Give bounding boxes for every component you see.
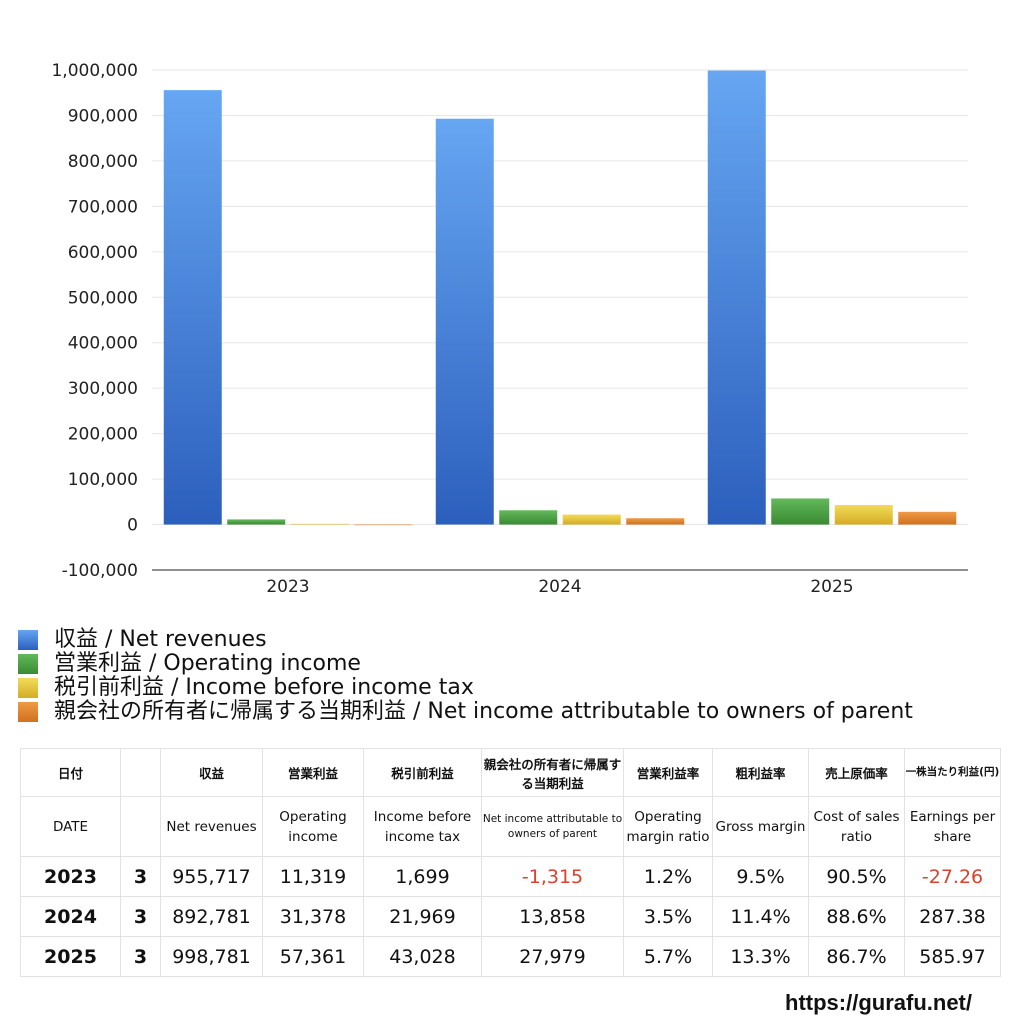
cell-pretax: 21,969 bbox=[363, 896, 482, 937]
bar-2025-series-3 bbox=[898, 511, 957, 525]
y-tick-label: 0 bbox=[127, 516, 138, 536]
header-cost-ja: 売上原価率 bbox=[808, 748, 905, 797]
bar-2025-series-1 bbox=[771, 498, 830, 525]
table-row: 2025 3 998,781 57,361 43,028 27,979 5.7%… bbox=[20, 936, 1001, 977]
legend-swatch bbox=[18, 630, 38, 650]
cell-net: 27,979 bbox=[481, 936, 624, 977]
y-tick-label: 200,000 bbox=[68, 425, 138, 445]
header-net-en: Net income attributable to owners of par… bbox=[481, 796, 624, 857]
cell-cost: 90.5% bbox=[808, 856, 905, 897]
legend-item-net-income: 親会社の所有者に帰属する当期利益 / Net income attributab… bbox=[18, 700, 913, 724]
header-spacer bbox=[120, 748, 161, 797]
bar-2024-series-3 bbox=[626, 518, 685, 525]
table-row: 2024 3 892,781 31,378 21,969 13,858 3.5%… bbox=[20, 896, 1001, 937]
bar-2023-series-1 bbox=[227, 519, 286, 525]
cell-net: -1,315 bbox=[481, 856, 624, 897]
y-tick-label: 800,000 bbox=[68, 152, 138, 172]
bar-2024-series-2 bbox=[562, 514, 621, 525]
bar-2023-series-3 bbox=[354, 524, 413, 526]
table-header-row-ja: 日付 収益 営業利益 税引前利益 親会社の所有者に帰属する当期利益 営業利益率 … bbox=[20, 748, 1001, 797]
header-date-en: DATE bbox=[20, 796, 121, 857]
cell-revenues: 955,717 bbox=[160, 856, 263, 897]
header-cost-en: Cost of sales ratio bbox=[808, 796, 905, 857]
y-tick-label: 900,000 bbox=[68, 106, 138, 126]
cell-eps: 287.38 bbox=[904, 896, 1001, 937]
legend-swatch bbox=[18, 678, 38, 698]
cell-pretax: 43,028 bbox=[363, 936, 482, 977]
legend-label: 収益 / Net revenues bbox=[54, 627, 267, 652]
bar-2025-series-2 bbox=[834, 504, 893, 525]
chart-legend: 収益 / Net revenues 営業利益 / Operating incom… bbox=[18, 628, 913, 724]
y-tick-label: 500,000 bbox=[68, 288, 138, 308]
cell-op-margin: 1.2% bbox=[623, 856, 713, 897]
header-eps-en: Earnings per share bbox=[904, 796, 1001, 857]
header-net-ja: 親会社の所有者に帰属する当期利益 bbox=[481, 748, 624, 797]
legend-swatch bbox=[18, 654, 38, 674]
header-op-margin-en: Operating margin ratio bbox=[623, 796, 713, 857]
cell-gross: 9.5% bbox=[712, 856, 809, 897]
bar-2023-series-2 bbox=[290, 523, 349, 525]
y-tick-label: 300,000 bbox=[68, 379, 138, 399]
table-header-row-en: DATE Net revenues Operating income Incom… bbox=[20, 796, 1001, 857]
header-op-margin-ja: 営業利益率 bbox=[623, 748, 713, 797]
y-tick-label: 600,000 bbox=[68, 243, 138, 263]
cell-operating: 11,319 bbox=[262, 856, 364, 897]
cell-cost: 88.6% bbox=[808, 896, 905, 937]
source-url[interactable]: https://gurafu.net/ bbox=[785, 990, 972, 1015]
bar-2023-series-0 bbox=[163, 90, 222, 525]
x-tick-label: 2023 bbox=[266, 577, 309, 597]
legend-label: 親会社の所有者に帰属する当期利益 / Net income attributab… bbox=[54, 699, 913, 724]
header-date-ja: 日付 bbox=[20, 748, 121, 797]
x-tick-label: 2025 bbox=[810, 577, 853, 597]
legend-item-operating-income: 営業利益 / Operating income bbox=[18, 652, 913, 676]
header-operating-ja: 営業利益 bbox=[262, 748, 364, 797]
header-revenues-ja: 収益 bbox=[160, 748, 263, 797]
cell-year: 2025 bbox=[20, 936, 121, 977]
header-revenues-en: Net revenues bbox=[160, 796, 263, 857]
cell-pretax: 1,699 bbox=[363, 856, 482, 897]
cell-op-margin: 3.5% bbox=[623, 896, 713, 937]
bar-2024-series-1 bbox=[499, 510, 558, 525]
cell-year: 2023 bbox=[20, 856, 121, 897]
cell-month: 3 bbox=[120, 896, 161, 937]
cell-revenues: 998,781 bbox=[160, 936, 263, 977]
cell-month: 3 bbox=[120, 856, 161, 897]
cell-month: 3 bbox=[120, 936, 161, 977]
x-tick-label: 2024 bbox=[538, 577, 581, 597]
cell-gross: 13.3% bbox=[712, 936, 809, 977]
y-tick-label: 700,000 bbox=[68, 197, 138, 217]
header-eps-ja: 一株当たり利益(円) bbox=[904, 748, 1001, 797]
header-spacer bbox=[120, 796, 161, 857]
bar-2024-series-0 bbox=[435, 118, 494, 525]
cell-cost: 86.7% bbox=[808, 936, 905, 977]
y-tick-label: 1,000,000 bbox=[51, 61, 138, 81]
table-row: 2023 3 955,717 11,319 1,699 -1,315 1.2% … bbox=[20, 856, 1001, 897]
y-tick-label: 400,000 bbox=[68, 334, 138, 354]
header-gross-ja: 粗利益率 bbox=[712, 748, 809, 797]
bar-chart: 1,000,000 900,000 800,000 700,000 600,000 500… bbox=[51, 61, 968, 597]
cell-revenues: 892,781 bbox=[160, 896, 263, 937]
legend-label: 税引前利益 / Income before income tax bbox=[54, 675, 474, 700]
cell-operating: 57,361 bbox=[262, 936, 364, 977]
legend-item-net-revenues: 収益 / Net revenues bbox=[18, 628, 913, 652]
legend-item-income-before-tax: 税引前利益 / Income before income tax bbox=[18, 676, 913, 700]
cell-eps: 585.97 bbox=[904, 936, 1001, 977]
legend-swatch bbox=[18, 702, 38, 722]
header-operating-en: Operating income bbox=[262, 796, 364, 857]
cell-eps: -27.26 bbox=[904, 856, 1001, 897]
header-gross-en: Gross margin bbox=[712, 796, 809, 857]
y-tick-label: -100,000 bbox=[62, 561, 138, 581]
cell-op-margin: 5.7% bbox=[623, 936, 713, 977]
cell-operating: 31,378 bbox=[262, 896, 364, 937]
cell-gross: 11.4% bbox=[712, 896, 809, 937]
legend-label: 営業利益 / Operating income bbox=[54, 651, 361, 676]
cell-year: 2024 bbox=[20, 896, 121, 937]
header-pretax-en: Income before income tax bbox=[363, 796, 482, 857]
bar-2025-series-0 bbox=[707, 70, 766, 525]
financial-summary-table: 日付 収益 営業利益 税引前利益 親会社の所有者に帰属する当期利益 営業利益率 … bbox=[20, 748, 1001, 977]
y-tick-label: 100,000 bbox=[68, 470, 138, 490]
header-pretax-ja: 税引前利益 bbox=[363, 748, 482, 797]
cell-net: 13,858 bbox=[481, 896, 624, 937]
